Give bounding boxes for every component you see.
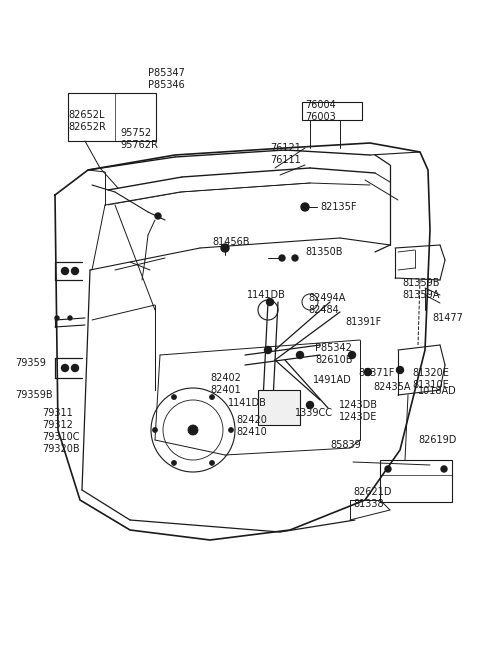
Text: 1018AD: 1018AD xyxy=(418,386,457,396)
Text: 1491AD: 1491AD xyxy=(313,375,352,385)
Bar xyxy=(68,93,156,141)
Circle shape xyxy=(55,316,59,320)
Circle shape xyxy=(348,352,356,358)
Bar xyxy=(302,102,362,120)
Circle shape xyxy=(61,268,69,274)
Text: 1339CC: 1339CC xyxy=(295,408,333,418)
Circle shape xyxy=(264,346,272,354)
Circle shape xyxy=(301,203,309,211)
Circle shape xyxy=(68,316,72,320)
Circle shape xyxy=(209,461,215,465)
Bar xyxy=(258,390,300,425)
Circle shape xyxy=(307,401,313,409)
Circle shape xyxy=(61,365,69,371)
Text: 82402
82401: 82402 82401 xyxy=(210,373,241,395)
Text: 82619D: 82619D xyxy=(418,435,456,445)
Text: 76004
76003: 76004 76003 xyxy=(305,100,336,122)
Circle shape xyxy=(228,428,233,432)
Circle shape xyxy=(72,365,79,371)
Text: 82135F: 82135F xyxy=(320,202,357,212)
Text: 81350B: 81350B xyxy=(305,247,343,257)
Circle shape xyxy=(153,428,157,432)
Text: 95752
95762R: 95752 95762R xyxy=(120,128,158,150)
Circle shape xyxy=(279,255,285,261)
Circle shape xyxy=(171,461,177,465)
Text: 1243DB
1243DE: 1243DB 1243DE xyxy=(339,400,378,422)
Circle shape xyxy=(297,352,303,358)
Text: 79359: 79359 xyxy=(15,358,46,368)
Text: 82652L
82652R: 82652L 82652R xyxy=(68,110,106,132)
Text: 81477: 81477 xyxy=(432,313,463,323)
Text: P85342
82610B: P85342 82610B xyxy=(315,343,352,365)
Text: 76121
76111: 76121 76111 xyxy=(270,143,301,165)
Circle shape xyxy=(221,244,229,252)
Circle shape xyxy=(441,466,447,472)
Text: 82435A: 82435A xyxy=(373,382,410,392)
Circle shape xyxy=(155,213,161,219)
Circle shape xyxy=(171,395,177,400)
Circle shape xyxy=(72,268,79,274)
Text: 82621D
81338: 82621D 81338 xyxy=(353,487,392,509)
Text: 85839: 85839 xyxy=(330,440,361,450)
Text: 81371F: 81371F xyxy=(358,368,395,378)
Text: 1141DB: 1141DB xyxy=(228,398,267,408)
Bar xyxy=(380,460,452,502)
Circle shape xyxy=(364,369,372,375)
Text: 81359B
81359A: 81359B 81359A xyxy=(402,278,440,300)
Text: 79359B: 79359B xyxy=(15,390,53,400)
Text: P85347
P85346: P85347 P85346 xyxy=(148,68,185,90)
Text: 81320E
81310E: 81320E 81310E xyxy=(412,368,449,390)
Text: 82494A
82484: 82494A 82484 xyxy=(308,293,346,315)
Circle shape xyxy=(266,298,274,306)
Text: 81456B: 81456B xyxy=(212,237,250,247)
Circle shape xyxy=(292,255,298,261)
Text: 1141DB: 1141DB xyxy=(247,290,286,300)
Text: 81391F: 81391F xyxy=(345,317,381,327)
Circle shape xyxy=(396,367,404,373)
Circle shape xyxy=(188,425,198,435)
Text: 79311
79312
79310C
79320B: 79311 79312 79310C 79320B xyxy=(42,408,80,454)
Circle shape xyxy=(385,466,391,472)
Circle shape xyxy=(209,395,215,400)
Text: 82420
82410: 82420 82410 xyxy=(236,415,267,437)
